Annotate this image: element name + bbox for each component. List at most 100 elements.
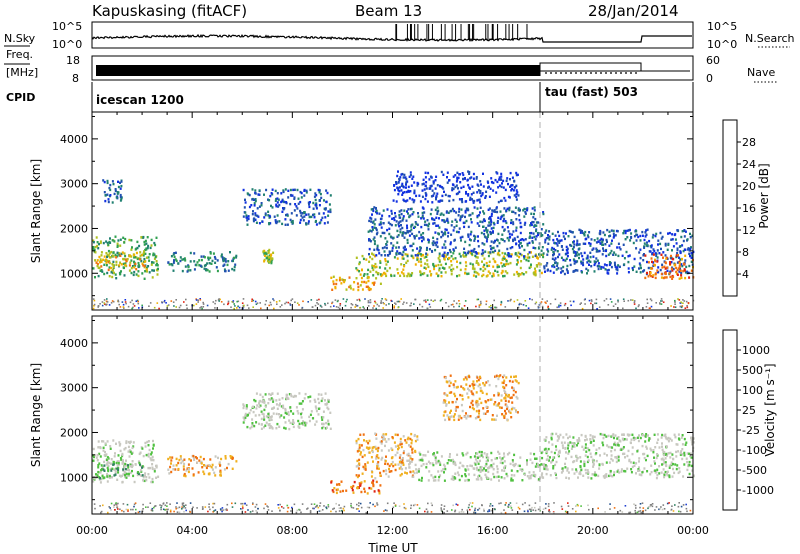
ground-scatter-cell xyxy=(179,304,182,307)
echo-cell xyxy=(590,455,593,459)
echo-cell xyxy=(654,272,657,275)
echo-cell xyxy=(267,412,270,416)
echo-cell xyxy=(457,414,460,418)
echo-cell xyxy=(578,437,580,440)
echo-cell xyxy=(682,239,685,243)
echo-cell xyxy=(501,457,504,460)
echo-cell xyxy=(503,466,505,469)
echo-cell xyxy=(496,264,499,267)
echo-cell xyxy=(397,246,400,249)
echo-cell xyxy=(355,474,358,477)
echo-cell xyxy=(438,269,441,272)
echo-cell xyxy=(401,193,404,196)
echo-cell xyxy=(425,466,428,469)
echo-cell xyxy=(450,415,453,418)
ground-scatter-cell xyxy=(455,302,458,305)
echo-cell xyxy=(264,393,267,396)
ground-scatter-cell xyxy=(391,300,393,302)
echo-cell xyxy=(587,459,590,462)
ground-scatter-cell xyxy=(359,307,361,309)
echo-cell xyxy=(496,239,499,242)
echo-cell xyxy=(394,445,397,448)
echo-cell xyxy=(518,246,521,249)
echo-cell xyxy=(678,470,681,473)
echo-cell xyxy=(137,472,140,475)
ground-scatter-cell xyxy=(684,307,687,309)
echo-cell xyxy=(96,241,99,244)
ground-scatter-cell xyxy=(129,301,132,304)
echo-cell xyxy=(501,461,504,465)
echo-cell xyxy=(481,391,484,394)
echo-cell xyxy=(174,468,177,471)
echo-cell xyxy=(452,175,455,178)
echo-cell xyxy=(476,207,479,210)
echo-cell xyxy=(465,253,468,256)
echo-cell xyxy=(362,448,365,452)
echo-cell xyxy=(646,260,648,264)
echo-cell xyxy=(453,392,456,396)
echo-cell xyxy=(95,456,98,459)
echo-cell xyxy=(490,478,493,481)
echo-cell xyxy=(652,451,655,454)
cpid-mode-tau: tau (fast) 503 xyxy=(545,85,638,99)
echo-cell xyxy=(497,475,500,478)
echo-cell xyxy=(588,263,590,266)
echo-cell xyxy=(437,263,440,267)
echo-cell xyxy=(358,462,361,465)
echo-cell xyxy=(444,418,447,422)
ground-scatter-cell xyxy=(471,505,473,508)
echo-cell xyxy=(475,252,478,255)
echo-cell xyxy=(659,268,662,272)
echo-cell xyxy=(473,206,476,209)
echo-cell xyxy=(358,458,361,462)
echo-cell xyxy=(492,210,495,213)
echo-cell xyxy=(292,395,295,398)
echo-cell xyxy=(485,240,488,243)
echo-cell xyxy=(366,461,369,464)
ground-scatter-cell xyxy=(104,303,106,305)
echo-cell xyxy=(416,471,418,474)
ground-scatter-cell xyxy=(220,301,223,303)
ground-scatter-cell xyxy=(333,305,335,307)
echo-cell xyxy=(584,443,587,446)
echo-cell xyxy=(505,376,508,379)
echo-cell xyxy=(361,254,364,258)
echo-cell xyxy=(636,233,639,237)
echo-cell xyxy=(270,418,273,421)
echo-cell xyxy=(276,201,279,204)
echo-cell xyxy=(679,267,681,270)
echo-cell xyxy=(465,264,468,268)
echo-cell xyxy=(317,407,320,410)
echo-cell xyxy=(569,441,572,444)
echo-cell xyxy=(542,255,545,259)
echo-cell xyxy=(440,170,443,174)
echo-cell xyxy=(374,477,377,480)
echo-cell xyxy=(207,258,210,261)
echo-cell xyxy=(630,232,633,235)
echo-cell xyxy=(542,212,545,216)
echo-cell xyxy=(307,220,310,223)
ground-scatter-cell xyxy=(534,502,537,504)
echo-cell xyxy=(336,483,338,486)
echo-cell xyxy=(496,253,499,256)
echo-cell xyxy=(396,268,399,271)
echo-cell xyxy=(136,240,139,244)
echo-cell xyxy=(123,274,126,277)
ground-scatter-cell xyxy=(132,306,134,309)
echo-cell xyxy=(141,253,143,257)
echo-cell xyxy=(247,217,250,221)
nave-tick-bottom: 0 xyxy=(706,72,713,85)
echo-cell xyxy=(207,256,210,259)
ground-scatter-cell xyxy=(302,300,304,303)
ground-scatter-cell xyxy=(369,299,372,301)
ground-scatter-cell xyxy=(242,298,245,300)
echo-cell xyxy=(300,416,303,419)
echo-cell xyxy=(454,246,457,249)
echo-cell xyxy=(501,238,504,241)
echo-cell xyxy=(597,267,600,271)
echo-cell xyxy=(509,246,512,250)
echo-cell xyxy=(409,174,412,177)
echo-cell xyxy=(268,398,271,401)
echo-cell xyxy=(418,458,421,462)
echo-cell xyxy=(320,416,323,419)
